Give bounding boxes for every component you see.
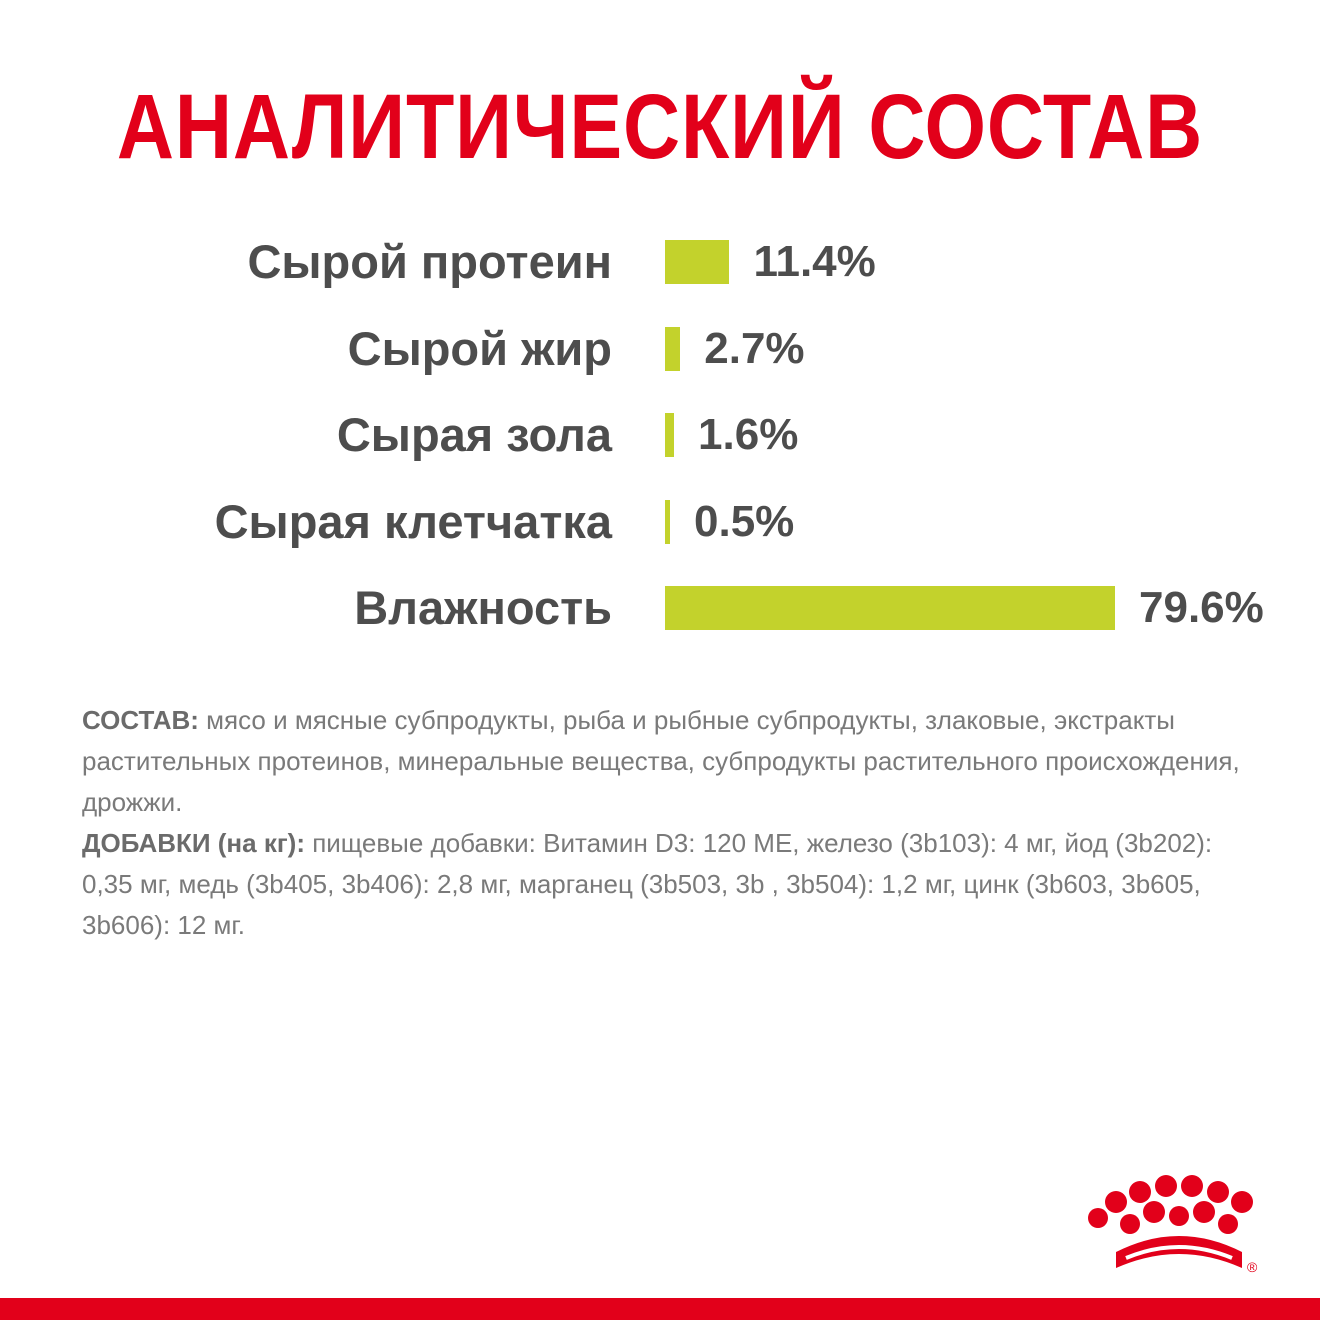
crown-dot [1155,1175,1177,1197]
crown-dot [1129,1181,1151,1203]
bar-value-label: 1.6% [698,410,799,459]
additives-paragraph: ДОБАВКИ (на кг): пищевые добавки: Витами… [82,823,1242,946]
crown-logo-icon: ® [1088,1175,1258,1275]
bar-value-label: 2.7% [704,323,805,373]
additives-text: пищевые добавки: Витамин D3: 120 МЕ, жел… [82,828,1213,940]
registered-mark: ® [1247,1259,1258,1275]
bar-value-label: 11.4% [753,237,876,286]
crown-band [1116,1236,1242,1268]
bottom-brand-band [0,1298,1320,1320]
ingredients-paragraph: СОСТАВ: мясо и мясные субпродукты, рыба … [82,700,1242,823]
crown-dot [1207,1181,1229,1203]
bar-label: Влажность [354,581,612,634]
bar-label: Сырая клетчатка [214,494,612,548]
crown-dot [1169,1206,1189,1226]
composition-bar-chart: Сырой протеин 11.4% Сырой жир 2.7% Сырая зол… [214,235,1264,634]
bar [665,240,730,284]
bar [665,586,1115,630]
crown-dot [1088,1208,1108,1228]
additives-label: ДОБАВКИ (на кг): [82,828,305,858]
composition-text: СОСТАВ: мясо и мясные субпродукты, рыба … [82,700,1242,946]
crown-dot [1231,1191,1253,1213]
ingredients-text: мясо и мясные субпродукты, рыба и рыбные… [82,705,1240,817]
bar-value-label: 79.6% [1139,583,1264,632]
bar [665,413,675,457]
crown-dot [1143,1201,1165,1223]
crown-dot [1218,1214,1238,1234]
bar-label: Сырой протеин [247,235,612,288]
ingredients-label: СОСТАВ: [82,705,199,735]
crown-dot [1181,1175,1203,1197]
bar-label: Сырая зола [336,408,612,461]
bar [665,499,670,544]
crown-dot [1105,1191,1127,1213]
bar-label: Сырой жир [347,321,612,375]
bar [665,326,681,371]
page-title: АНАЛИТИЧЕСКИЙ СОСТАВ [116,76,1204,178]
bar-value-label: 0.5% [694,496,795,546]
crown-dot [1193,1201,1215,1223]
crown-dot [1120,1214,1140,1234]
